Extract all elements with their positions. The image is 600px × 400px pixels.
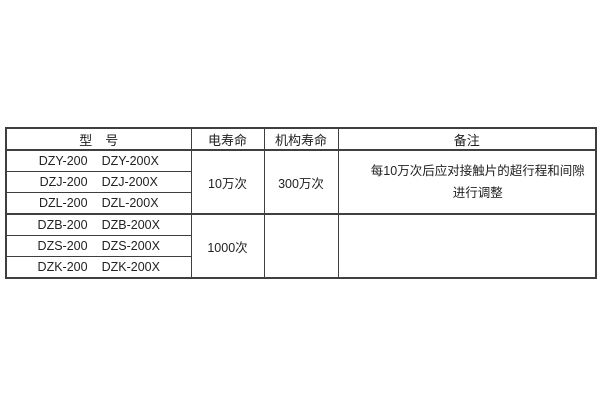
model-name-x: DZS-200X bbox=[101, 239, 160, 253]
model-name: DZS-200 bbox=[37, 239, 88, 253]
table-header-row: 型 号 电寿命 机构寿命 备注 bbox=[5, 127, 597, 151]
model-name: DZK-200 bbox=[37, 260, 88, 274]
table-row: DZB-200 DZB-200X 1000次 bbox=[5, 213, 597, 279]
table-row: DZJ-200 DZJ-200X bbox=[5, 171, 596, 193]
remark-line-2: 进行调整 bbox=[452, 185, 503, 200]
col-header-model: 型 号 bbox=[5, 127, 192, 151]
model-cell: DZL-200 DZL-200X bbox=[5, 192, 192, 215]
table-row: DZK-200 DZK-200X bbox=[5, 256, 596, 279]
mechanism-life-cell: 300万次 bbox=[263, 149, 339, 215]
electrical-life-cell: 10万次 bbox=[190, 149, 265, 215]
model-cell: DZS-200 DZS-200X bbox=[5, 235, 192, 257]
electrical-life-cell: 1000次 bbox=[190, 213, 265, 279]
model-name-x: DZK-200X bbox=[101, 260, 160, 274]
remark-cell bbox=[337, 213, 597, 279]
model-name: DZY-200 bbox=[38, 154, 88, 168]
model-name-x: DZL-200X bbox=[101, 196, 159, 210]
model-cell: DZY-200 DZY-200X bbox=[5, 149, 192, 172]
model-name: DZJ-200 bbox=[39, 175, 88, 189]
table-row: DZL-200 DZL-200X bbox=[5, 192, 596, 215]
remark-cell: 每10万次后应对接触片的超行程和间隙 进行调整 bbox=[337, 149, 597, 215]
model-name: DZB-200 bbox=[37, 218, 88, 232]
relay-lifetime-spec-table: 型 号 电寿命 机构寿命 备注 DZY-200 DZY-200X 10万次 30… bbox=[5, 127, 597, 279]
model-name-x: DZJ-200X bbox=[101, 175, 158, 189]
model-cell: DZK-200 DZK-200X bbox=[5, 256, 192, 279]
mechanism-life-cell bbox=[263, 213, 339, 279]
col-header-remark: 备注 bbox=[337, 127, 597, 151]
table-row: DZS-200 DZS-200X bbox=[5, 235, 596, 257]
model-name: DZL-200 bbox=[38, 196, 88, 210]
col-header-mechanism-life: 机构寿命 bbox=[263, 127, 339, 151]
model-cell: DZJ-200 DZJ-200X bbox=[5, 171, 192, 193]
model-name-x: DZB-200X bbox=[101, 218, 160, 232]
model-name-x: DZY-200X bbox=[101, 154, 159, 168]
table-row: DZY-200 DZY-200X 10万次 300万次 每10万次后应对接触片的… bbox=[5, 149, 597, 215]
col-header-electrical-life: 电寿命 bbox=[190, 127, 265, 151]
model-cell: DZB-200 DZB-200X bbox=[5, 213, 192, 236]
remark-line-1: 每10万次后应对接触片的超行程和间隙 bbox=[370, 163, 585, 178]
